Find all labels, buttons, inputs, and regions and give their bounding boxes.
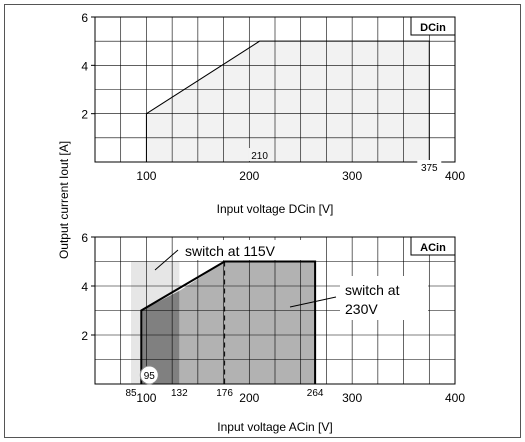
callout-bg <box>340 276 428 320</box>
y-tick-label: 6 <box>81 231 88 245</box>
figure-border <box>4 4 521 438</box>
x-tick-label: 400 <box>445 169 465 183</box>
panel-title: ACin <box>420 242 446 254</box>
callout-230v-line2: 230V <box>345 301 378 317</box>
voltage-annotation: 176 <box>216 388 233 399</box>
x-tick-label: 200 <box>239 169 259 183</box>
x-axis-label: Input voltage ACin [V] <box>217 420 332 434</box>
x-tick-label: 400 <box>445 391 465 405</box>
area-series-2 <box>179 261 316 384</box>
x-tick-label: 300 <box>342 391 362 405</box>
annotation-95: 95 <box>144 371 156 382</box>
y-tick-label: 2 <box>81 108 88 122</box>
y-axis-label: Output current Iout [A] <box>57 141 71 259</box>
dcin-chart: 2 4 6 100 200 300 400 DCin Input voltage DCin [V… <box>81 11 465 216</box>
acin-chart: 2 4 6 100 200 300 400 ACin Input voltage ACin [V… <box>81 231 465 434</box>
annotation-375: 375 <box>421 163 438 174</box>
plot-border <box>94 236 456 385</box>
x-tick-label: 300 <box>342 169 362 183</box>
callout-230v-line1: switch at <box>345 282 400 298</box>
y-tick-label: 6 <box>81 11 88 25</box>
annotation-bubble <box>139 365 159 385</box>
callout-bg <box>180 240 306 260</box>
y-tick-label: 2 <box>81 329 88 343</box>
y-tick-label: 4 <box>81 280 88 294</box>
voltage-annotation: 132 <box>171 388 188 399</box>
title-box <box>410 16 456 36</box>
x-tick-label: 100 <box>136 169 156 183</box>
panel-title: DCin <box>420 22 446 34</box>
voltage-annotation: 85 <box>125 388 137 399</box>
plot-border <box>94 16 456 163</box>
title-box <box>410 236 456 256</box>
annotation-bg <box>417 160 442 172</box>
voltage-annotation: 264 <box>307 388 324 399</box>
callout-leader-230v <box>289 296 337 308</box>
area-series-1 <box>145 40 430 163</box>
x-axis-label: Input voltage DCin [V] <box>217 202 334 216</box>
callout-leader-115v <box>154 249 179 271</box>
y-tick-label: 4 <box>81 59 88 73</box>
annotation-210: 210 <box>251 151 268 162</box>
x-tick-label: 200 <box>239 391 259 405</box>
callout-115v: switch at 115V <box>185 243 276 259</box>
annotation-bg <box>248 148 271 161</box>
x-tick-label: 100 <box>136 391 156 405</box>
area-series-3 <box>141 290 180 384</box>
